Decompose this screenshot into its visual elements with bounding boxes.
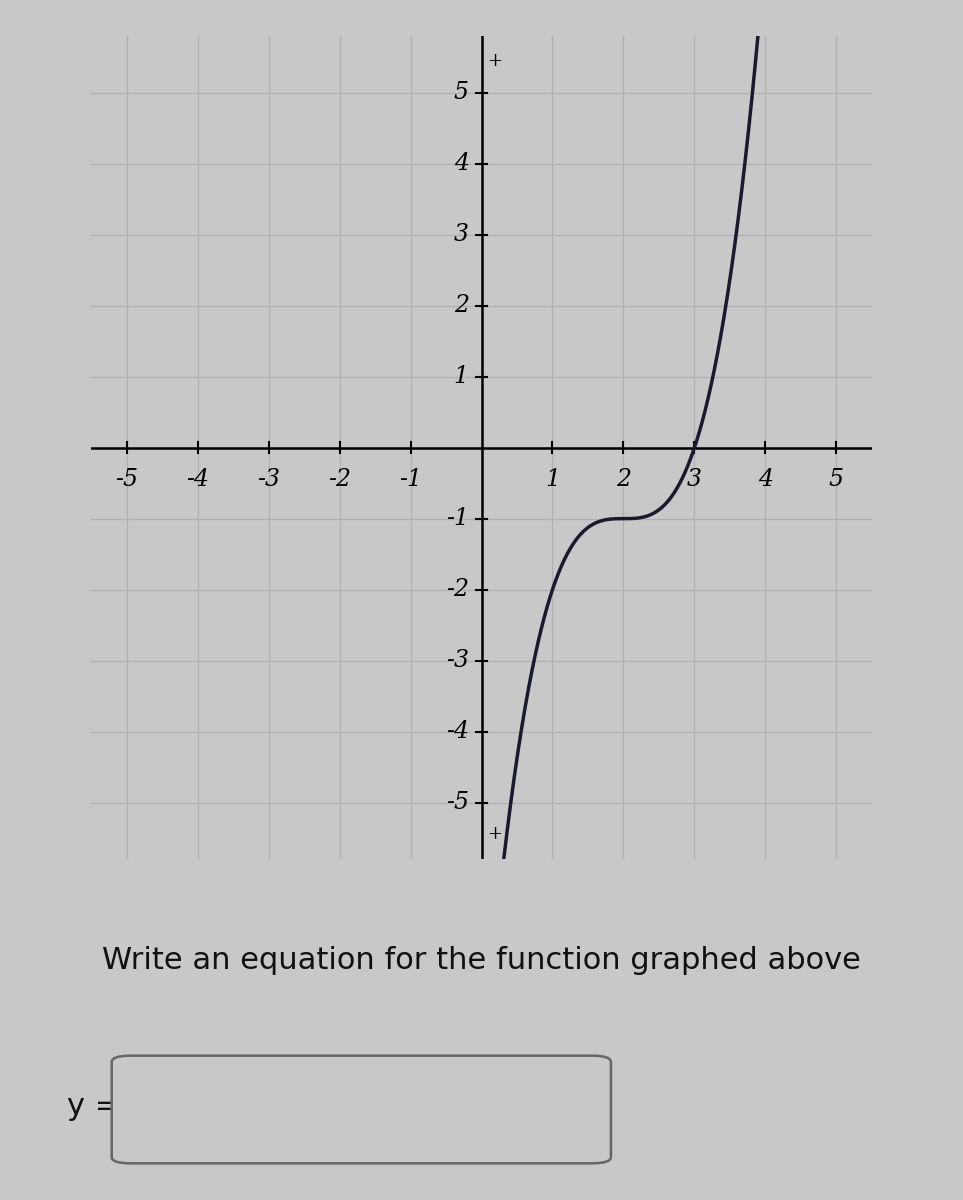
Text: -4: -4 <box>446 720 469 743</box>
Text: Write an equation for the function graphed above: Write an equation for the function graph… <box>102 946 861 976</box>
Text: +: + <box>487 826 502 844</box>
Text: -3: -3 <box>257 468 280 491</box>
Text: -5: -5 <box>446 791 469 814</box>
Text: -2: -2 <box>446 578 469 601</box>
Text: 1: 1 <box>454 365 469 388</box>
Text: 1: 1 <box>545 468 560 491</box>
Text: y =: y = <box>66 1092 120 1121</box>
Text: 5: 5 <box>829 468 844 491</box>
Text: -1: -1 <box>446 508 469 530</box>
Text: -2: -2 <box>328 468 351 491</box>
Text: 3: 3 <box>454 223 469 246</box>
FancyBboxPatch shape <box>112 1056 611 1163</box>
Text: 3: 3 <box>687 468 702 491</box>
Text: -4: -4 <box>186 468 209 491</box>
Text: 4: 4 <box>758 468 773 491</box>
Text: 2: 2 <box>454 294 469 317</box>
Text: -5: -5 <box>116 468 138 491</box>
Text: 4: 4 <box>454 152 469 175</box>
Text: +: + <box>487 52 502 70</box>
Text: 2: 2 <box>616 468 631 491</box>
Text: -3: -3 <box>446 649 469 672</box>
Text: 5: 5 <box>454 82 469 104</box>
Text: -1: -1 <box>399 468 422 491</box>
